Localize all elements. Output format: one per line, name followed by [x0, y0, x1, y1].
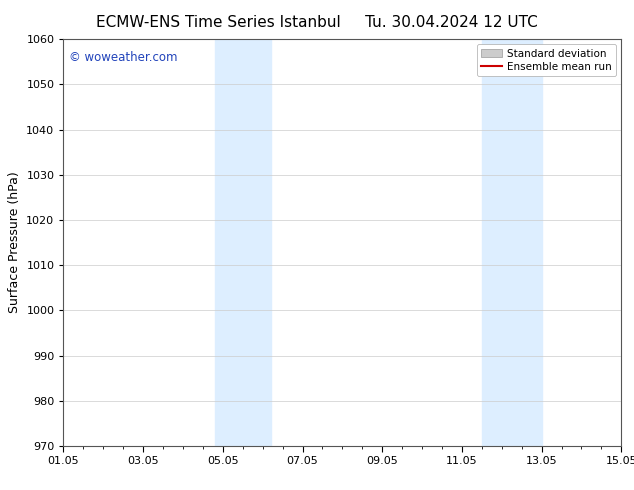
Bar	[215, 39, 271, 446]
Y-axis label: Surface Pressure (hPa): Surface Pressure (hPa)	[8, 172, 21, 314]
Text: © woweather.com: © woweather.com	[69, 51, 178, 64]
Bar	[482, 39, 541, 446]
Legend: Standard deviation, Ensemble mean run: Standard deviation, Ensemble mean run	[477, 45, 616, 76]
Text: ECMW-ENS Time Series Istanbul     Tu. 30.04.2024 12 UTC: ECMW-ENS Time Series Istanbul Tu. 30.04.…	[96, 15, 538, 30]
